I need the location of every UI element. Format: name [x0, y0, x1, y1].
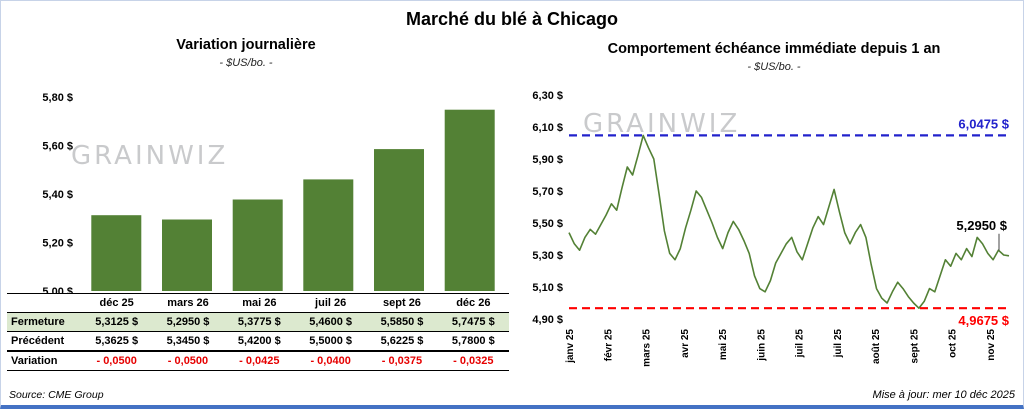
bar	[444, 109, 495, 291]
table-row-fermeture: Fermeture 5,3125 $5,2950 $5,3775 $5,4600 …	[7, 312, 509, 332]
category-label: déc 25	[81, 293, 153, 313]
last-point-label: 5,2950 $	[956, 218, 1007, 233]
value-cell: 5,3450 $	[152, 331, 224, 352]
row-label: Précédent	[7, 331, 81, 352]
svg-text:5,80 $: 5,80 $	[42, 92, 73, 104]
value-cell: - 0,0500	[152, 351, 224, 371]
svg-text:mars 25: mars 25	[642, 329, 653, 367]
svg-text:5,40 $: 5,40 $	[42, 189, 73, 201]
value-cell: 5,7475 $	[437, 312, 509, 332]
svg-text:juil 25: juil 25	[795, 329, 806, 359]
value-cell: 5,4200 $	[223, 331, 295, 352]
value-cell: 5,5000 $	[294, 331, 367, 352]
category-label: mai 26	[223, 293, 295, 313]
max-line-label: 6,0475 $	[958, 116, 1009, 131]
svg-text:nov 25: nov 25	[986, 329, 997, 361]
svg-text:5,60 $: 5,60 $	[42, 141, 73, 153]
value-cell: 5,3775 $	[223, 312, 295, 332]
value-cell: 5,2950 $	[152, 312, 224, 332]
value-cell: - 0,0500	[81, 351, 153, 371]
svg-text:5,70 $: 5,70 $	[532, 186, 563, 198]
bar	[232, 199, 283, 291]
bar	[162, 219, 212, 291]
left-table: déc 25 mars 26 mai 26 juil 26 sept 26 déc 26 F…	[7, 293, 509, 371]
updated-note: Mise à jour: mer 10 déc 2025	[872, 389, 1015, 401]
price-line	[568, 134, 1010, 309]
bar-chart-subtitle: - $US/bo. -	[219, 57, 273, 69]
svg-text:6,30 $: 6,30 $	[532, 90, 563, 102]
svg-text:août 25: août 25	[871, 329, 882, 364]
value-cell: - 0,0400	[294, 351, 367, 371]
line-chart-title: Comportement échéance immédiate depuis 1…	[607, 41, 941, 57]
page-title: Marché du blé à Chicago	[405, 9, 619, 29]
svg-text:févr 25: févr 25	[603, 329, 614, 362]
table-row-precedent: Précédent 5,3625 $5,3450 $5,4200 $5,5000 …	[7, 331, 509, 352]
category-label: juil 26	[294, 293, 367, 313]
svg-text:mai 25: mai 25	[718, 329, 729, 361]
svg-text:juin 25: juin 25	[756, 329, 767, 362]
value-cell: 5,5850 $	[366, 312, 438, 332]
corner-cell	[7, 293, 81, 313]
bar	[303, 179, 354, 291]
line-chart-svg: 4,90 $ 5,10 $ 5,30 $ 5,50 $ 5,70 $ 5,90 $ 6,10…	[532, 90, 1010, 367]
table-row-variation: Variation - 0,0500- 0,0500- 0,0425- 0,040…	[7, 351, 509, 371]
svg-text:avr 25: avr 25	[680, 329, 691, 358]
category-header-row: déc 25 mars 26 mai 26 juil 26 sept 26 déc 26	[7, 293, 509, 313]
value-cell: 5,6225 $	[366, 331, 438, 352]
svg-text:janv 25: janv 25	[565, 329, 576, 364]
bar-chart-svg: 5,00 $ 5,20 $ 5,40 $ 5,60 $ 5,80 $	[42, 92, 495, 293]
svg-text:6,10 $: 6,10 $	[532, 122, 563, 134]
category-label: déc 26	[437, 293, 509, 313]
bar	[91, 215, 142, 291]
value-cell: - 0,0325	[437, 351, 509, 371]
value-cell: 5,3625 $	[81, 331, 153, 352]
svg-text:5,00 $: 5,00 $	[42, 286, 73, 293]
svg-text:5,50 $: 5,50 $	[532, 218, 563, 230]
svg-text:oct 25: oct 25	[948, 329, 959, 358]
bar	[374, 149, 424, 291]
row-label: Fermeture	[7, 312, 81, 332]
value-cell: 5,3125 $	[81, 312, 153, 332]
svg-text:4,90 $: 4,90 $	[532, 314, 563, 326]
category-label: sept 26	[366, 293, 438, 313]
svg-text:juil 25: juil 25	[833, 329, 844, 359]
line-chart-subtitle: - $US/bo. -	[747, 61, 801, 73]
min-line-label: 4,9675 $	[958, 313, 1009, 328]
value-cell: 5,4600 $	[294, 312, 367, 332]
svg-text:5,90 $: 5,90 $	[532, 154, 563, 166]
svg-text:sept 25: sept 25	[909, 329, 920, 364]
svg-text:5,20 $: 5,20 $	[42, 238, 73, 250]
left-table-body: déc 25 mars 26 mai 26 juil 26 sept 26 déc 26 F…	[7, 293, 509, 371]
value-cell: - 0,0425	[223, 351, 295, 371]
value-cell: - 0,0375	[366, 351, 438, 371]
row-label: Variation	[7, 351, 81, 371]
value-cell: 5,7800 $	[437, 331, 509, 352]
source-note: Source: CME Group	[9, 389, 104, 401]
category-label: mars 26	[152, 293, 224, 313]
svg-text:5,30 $: 5,30 $	[532, 250, 563, 262]
bar-chart-title: Variation journalière	[176, 37, 316, 53]
svg-text:5,10 $: 5,10 $	[532, 282, 563, 294]
